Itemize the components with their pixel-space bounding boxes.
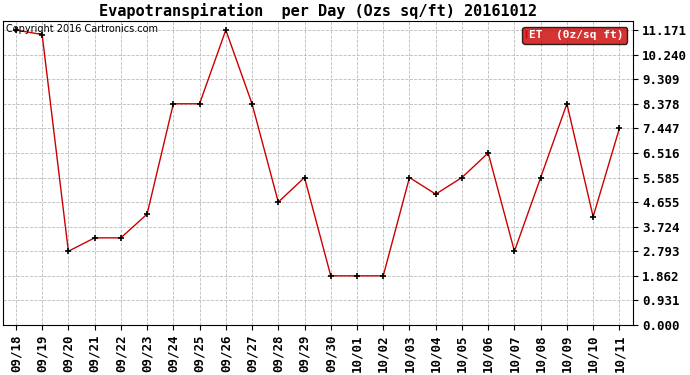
Title: Evapotranspiration  per Day (Ozs sq/ft) 20161012: Evapotranspiration per Day (Ozs sq/ft) 2…	[99, 3, 537, 19]
Legend: ET  (0z/sq ft): ET (0z/sq ft)	[522, 27, 627, 44]
Text: Copyright 2016 Cartronics.com: Copyright 2016 Cartronics.com	[6, 24, 158, 34]
